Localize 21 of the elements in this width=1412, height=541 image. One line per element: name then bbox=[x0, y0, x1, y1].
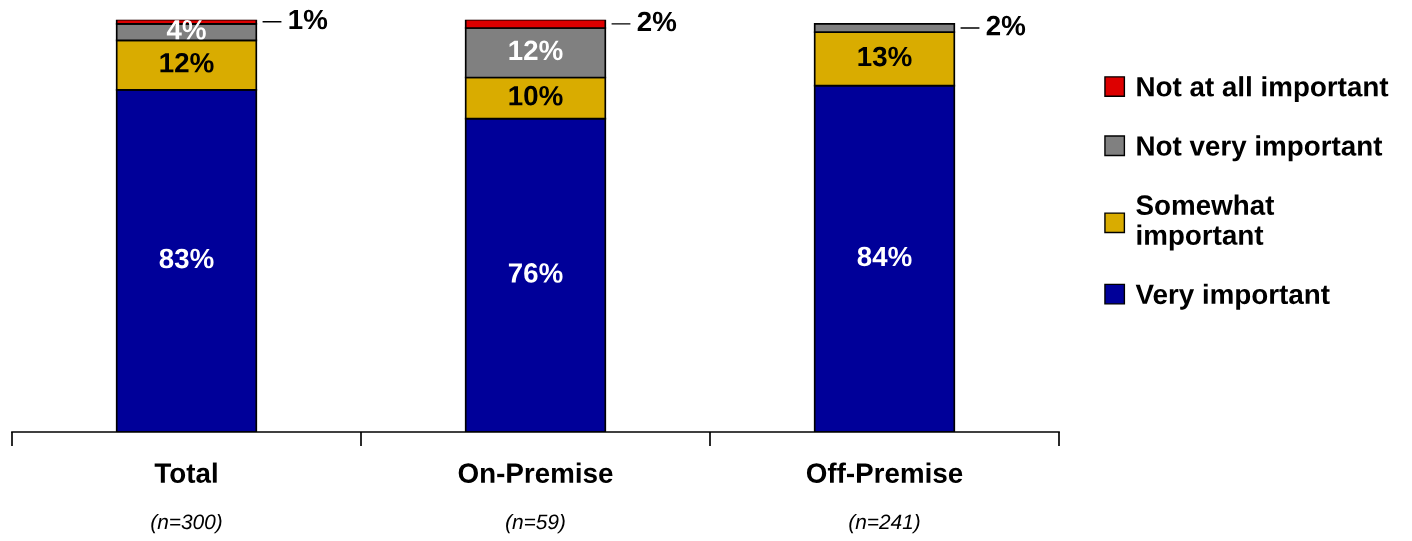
text: (n=300) bbox=[151, 513, 222, 534]
legend-label: Very important bbox=[1135, 283, 1330, 310]
data-label: 10% bbox=[509, 85, 563, 106]
data-label: 2% bbox=[637, 11, 677, 32]
legend-label: Not very important bbox=[1137, 135, 1383, 162]
x-tick-label: Total bbox=[154, 462, 217, 483]
data-label: 13% bbox=[858, 46, 912, 67]
data-label: 12% bbox=[509, 40, 563, 61]
data-label: 2% bbox=[986, 15, 1026, 36]
data-label: 76% bbox=[508, 263, 563, 283]
x-tick-label: Off-Premise bbox=[806, 462, 963, 483]
data-label: 12% bbox=[160, 52, 214, 73]
data-label: 83% bbox=[159, 248, 214, 269]
legend-label: Somewhat important bbox=[1136, 194, 1275, 251]
text: (n=241) bbox=[849, 513, 920, 534]
data-label: 4% bbox=[166, 19, 206, 40]
x-tick-label: On-Premise bbox=[458, 462, 613, 483]
legend-label: Not at all important bbox=[1137, 76, 1389, 103]
data-label: 84% bbox=[857, 246, 912, 267]
data-label: 1% bbox=[289, 9, 328, 30]
text: (n=59) bbox=[506, 513, 565, 534]
